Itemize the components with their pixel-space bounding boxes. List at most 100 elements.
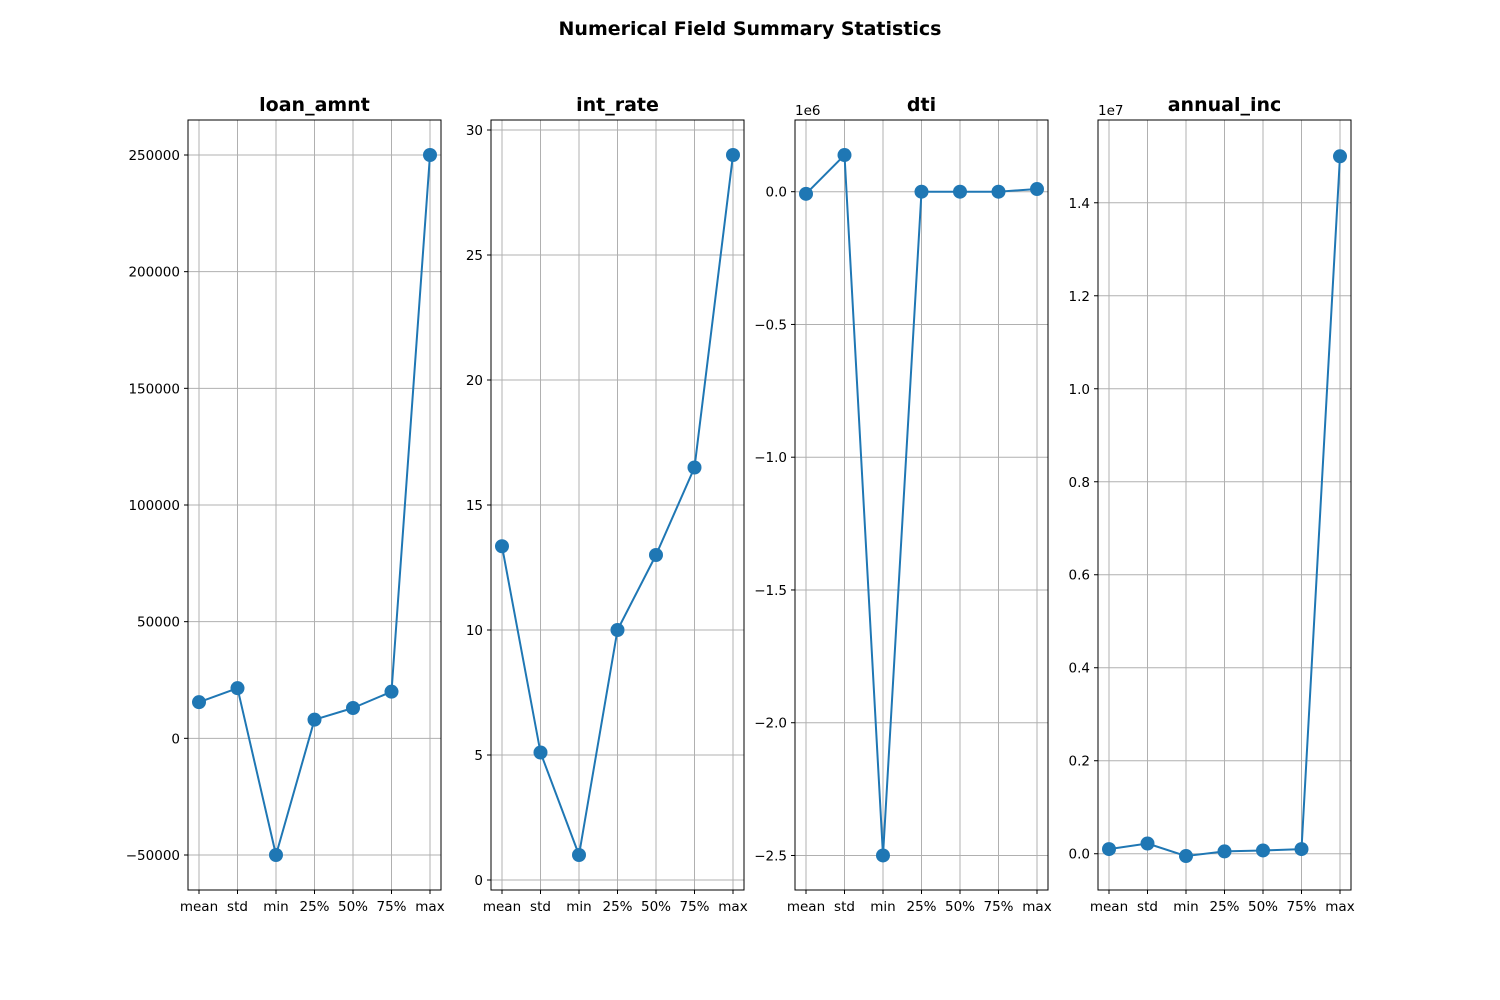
- figure-title: Numerical Field Summary Statistics: [559, 18, 942, 40]
- x-tick-label: std: [834, 899, 855, 915]
- data-point-mean: [1102, 842, 1116, 857]
- y-tick-label: 10: [466, 623, 483, 639]
- x-tick-label: max: [415, 899, 444, 915]
- y-tick-label: 100000: [128, 498, 180, 514]
- x-tick-label: 50%: [945, 899, 975, 915]
- subplot-2: −2.5 −2.0 −1.5 −1.0 −0.5 0.0 mean std min 25% 50% 7…: [754, 94, 1051, 915]
- y-tick-label: −2.5: [754, 848, 787, 864]
- data-point-75%: [384, 684, 399, 699]
- y-tick-label: 200000: [128, 265, 180, 281]
- data-point-50%: [953, 184, 967, 199]
- y-tick-label: 30: [466, 123, 483, 139]
- y-tick-label: 0: [474, 873, 483, 889]
- data-point-25%: [307, 712, 322, 727]
- subplot-title: int_rate: [576, 94, 659, 116]
- y-tick-label: 0.4: [1069, 661, 1090, 677]
- x-tick-label: std: [530, 899, 551, 915]
- x-tick-label: max: [1325, 899, 1354, 915]
- data-point-25%: [1217, 844, 1232, 859]
- subplot-title: dti: [907, 94, 936, 116]
- data-point-75%: [687, 460, 702, 475]
- x-tick-label: 75%: [983, 899, 1013, 915]
- x-tick-label: 75%: [679, 899, 709, 915]
- x-tick-label: min: [263, 899, 288, 915]
- x-tick-label: min: [566, 899, 591, 915]
- x-tick-label: 75%: [376, 899, 406, 915]
- x-tick-label: 75%: [1286, 899, 1316, 915]
- y-tick-label: 15: [466, 498, 483, 514]
- data-point-mean: [799, 186, 813, 201]
- plot-frame: [187, 119, 442, 891]
- y-tick-label: −2.0: [754, 716, 787, 732]
- axis-offset-label: 1e6: [795, 103, 820, 119]
- data-point-std: [1140, 836, 1155, 851]
- data-point-75%: [1294, 842, 1309, 857]
- data-point-std: [837, 148, 852, 163]
- data-point-mean: [192, 695, 206, 710]
- subplot-3: 0.0 0.2 0.4 0.6 0.8 1.0 1.2 1.4 mean std min 25% 50%…: [1069, 94, 1355, 915]
- plot-frame: [1097, 119, 1352, 891]
- x-tick-label: std: [1137, 899, 1158, 915]
- subplot-title: annual_inc: [1168, 94, 1282, 116]
- data-point-50%: [1256, 843, 1270, 858]
- plot-frame: [490, 119, 745, 891]
- data-point-75%: [991, 184, 1006, 199]
- y-tick-label: −50000: [126, 848, 180, 864]
- y-tick-label: 5: [474, 748, 483, 764]
- x-tick-label: 50%: [641, 899, 671, 915]
- x-tick-label: max: [1022, 899, 1051, 915]
- x-tick-label: min: [870, 899, 895, 915]
- data-point-50%: [649, 548, 663, 562]
- subplot-1: 0 5 10 15 20 25 30 mean std min 25% 50% 75% max int_ra…: [466, 94, 748, 915]
- data-point-mean: [495, 539, 509, 554]
- y-tick-label: −1.0: [754, 450, 787, 466]
- data-point-25%: [914, 184, 929, 199]
- y-tick-label: 1.0: [1069, 382, 1090, 398]
- y-tick-label: 0.6: [1069, 568, 1090, 584]
- data-point-50%: [346, 701, 360, 715]
- x-tick-label: 25%: [299, 899, 329, 915]
- y-tick-label: 1.4: [1069, 196, 1090, 212]
- x-tick-label: std: [227, 899, 248, 915]
- data-point-max: [726, 148, 740, 162]
- y-tick-label: 20: [466, 373, 483, 389]
- subplots: −50000 0 50000 100000 150000 200000 250000 mean…: [126, 94, 1355, 915]
- y-tick-label: −1.5: [754, 583, 787, 599]
- x-tick-label: 25%: [1209, 899, 1239, 915]
- subplot-title: loan_amnt: [259, 94, 370, 116]
- y-tick-label: 0.2: [1069, 754, 1090, 770]
- y-tick-label: 250000: [128, 148, 180, 164]
- data-point-max: [1333, 149, 1347, 164]
- y-tick-label: 50000: [137, 615, 180, 631]
- x-tick-label: mean: [1090, 899, 1128, 915]
- y-tick-label: 0: [171, 731, 180, 747]
- data-point-std: [230, 681, 245, 696]
- data-point-max: [423, 148, 437, 162]
- y-tick-label: 1.2: [1069, 289, 1090, 305]
- data-point-25%: [610, 623, 625, 637]
- y-tick-label: 0.8: [1069, 475, 1090, 491]
- x-tick-label: 50%: [338, 899, 368, 915]
- data-point-max: [1030, 182, 1044, 197]
- data-point-min: [269, 848, 283, 862]
- y-tick-label: 0.0: [1069, 847, 1090, 863]
- plot-frame: [794, 119, 1049, 891]
- data-point-min: [572, 848, 586, 862]
- x-tick-label: max: [718, 899, 747, 915]
- y-tick-label: 150000: [128, 381, 180, 397]
- data-point-min: [876, 848, 890, 863]
- axis-offset-label: 1e7: [1098, 103, 1123, 119]
- y-tick-label: −0.5: [754, 317, 787, 333]
- x-tick-label: 25%: [906, 899, 936, 915]
- x-tick-label: 25%: [602, 899, 632, 915]
- x-tick-label: mean: [483, 899, 521, 915]
- x-tick-label: min: [1173, 899, 1198, 915]
- x-tick-label: mean: [787, 899, 825, 915]
- data-point-min: [1179, 849, 1193, 864]
- data-point-std: [533, 745, 548, 760]
- y-tick-label: 0.0: [766, 185, 787, 201]
- y-tick-label: 25: [466, 248, 483, 264]
- x-tick-label: 50%: [1248, 899, 1278, 915]
